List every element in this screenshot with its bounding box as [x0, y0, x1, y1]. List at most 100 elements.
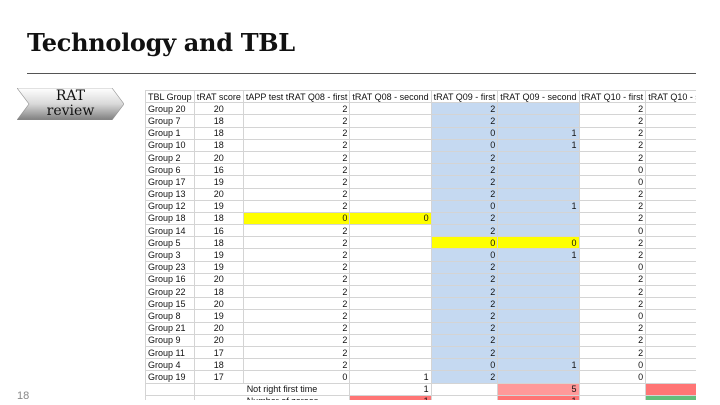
table-cell: 2	[578, 102, 647, 116]
table-cell	[349, 163, 432, 177]
table-row: Group 21 20 2 2 2	[145, 321, 696, 335]
column-header: tRAT Q10 - first	[578, 90, 647, 104]
table-cell: 2	[242, 150, 351, 165]
table-cell: 2	[242, 297, 351, 311]
table-cell: 2	[430, 163, 499, 177]
table-cell: 20	[193, 102, 244, 116]
table-row: Group 5 18 2 0 0 2	[145, 236, 696, 250]
rat-review-tag: RAT review	[17, 88, 124, 120]
table-cell: Group 15	[145, 297, 195, 311]
table-cell: 0	[578, 260, 647, 274]
table-row: Group 14162201	[145, 224, 696, 238]
table-cell: Group 14	[145, 224, 195, 238]
table-cell: 20	[193, 272, 244, 287]
table-cell: 1	[645, 309, 696, 323]
table-row: Group 2 20 2 2 2	[145, 150, 696, 165]
table-cell	[497, 370, 580, 384]
table-cell: 2	[430, 102, 499, 116]
table-cell	[497, 187, 580, 201]
table-cell	[349, 297, 432, 311]
summary-cell: 1	[349, 382, 432, 396]
summary-cell	[578, 394, 647, 400]
table-cell	[349, 236, 432, 250]
table-cell	[645, 345, 696, 360]
table-cell: 2	[242, 224, 351, 238]
table-cell: 18	[193, 358, 244, 372]
table-cell: 0	[242, 211, 351, 226]
table-cell: 2	[242, 321, 351, 335]
column-header: tRAT Q10 - second	[645, 90, 696, 104]
table-cell: Group 18	[145, 211, 195, 226]
table-cell: 19	[193, 260, 244, 274]
table-cell: 0	[578, 224, 647, 238]
table-cell: 1	[645, 358, 696, 372]
table-cell: 2	[430, 114, 499, 128]
table-row: Group 18 18 0 0 2 2	[145, 211, 696, 226]
table-row: Group 8192201	[145, 309, 696, 323]
table-cell: 0	[430, 199, 499, 213]
table-cell: Group 23	[145, 260, 195, 274]
table-cell: 16	[193, 163, 244, 177]
table-cell	[497, 272, 580, 287]
page-number: 18	[17, 390, 30, 402]
table-cell	[497, 309, 580, 323]
table-cell: 0	[578, 175, 647, 189]
table-row: Group 20 20 2 2 2	[145, 102, 696, 116]
summary-cell: 5	[497, 382, 580, 396]
table-cell	[349, 272, 432, 287]
table-cell: 2	[242, 272, 351, 287]
table-cell: 2	[430, 309, 499, 323]
table-cell: Group 3	[145, 248, 195, 262]
table-cell	[645, 114, 696, 128]
table-cell: 2	[430, 260, 499, 274]
table-cell: 2	[430, 284, 499, 299]
table-cell	[145, 394, 195, 400]
table-cell: 2	[242, 138, 351, 152]
table-cell	[645, 284, 696, 299]
table-cell: Group 11	[145, 345, 195, 360]
table-cell: 0	[578, 370, 647, 384]
table-cell	[497, 211, 580, 226]
table-cell: 19	[193, 309, 244, 323]
table-cell: 0	[430, 236, 499, 250]
table-row: Group 7 18 2 2 2	[145, 114, 696, 128]
table-cell: Group 7	[145, 114, 195, 128]
column-header: tRAT score	[193, 90, 244, 104]
table-cell	[497, 345, 580, 360]
table-cell: Group 20	[145, 102, 195, 116]
table-cell: 2	[242, 175, 351, 189]
table-cell: 1	[645, 370, 696, 384]
table-cell: 2	[242, 187, 351, 201]
table-cell: Group 9	[145, 333, 195, 347]
table-cell	[349, 333, 432, 347]
table-cell: 19	[193, 199, 244, 213]
table-row: Group 191701201	[145, 370, 696, 384]
table-cell: 17	[193, 345, 244, 360]
table-cell: 1	[645, 224, 696, 238]
table-cell: 17	[193, 370, 244, 384]
table-row: Group 3 19 2 0 1 2	[145, 248, 696, 262]
summary-cell	[430, 394, 499, 400]
table-cell	[497, 102, 580, 116]
rat-review-label: RAT review	[17, 89, 124, 119]
table-cell	[645, 211, 696, 226]
table-cell: 0	[497, 236, 580, 250]
table-cell: 18	[193, 236, 244, 250]
table-cell: Group 10	[145, 138, 195, 152]
table-cell: 0	[349, 211, 432, 226]
table-cell: 1	[645, 260, 696, 274]
column-header: tAPP test tRAT Q08 - first	[242, 90, 351, 104]
table-cell: Group 16	[145, 272, 195, 287]
table-cell: 2	[578, 138, 647, 152]
summary-cell	[578, 382, 647, 396]
table-cell: Group 1	[145, 126, 195, 140]
table-row: Group 41820101	[145, 358, 696, 372]
table-cell: 0	[578, 309, 647, 323]
table-cell: Group 12	[145, 199, 195, 213]
table-cell: 2	[578, 126, 647, 140]
table-cell: 19	[193, 248, 244, 262]
table-cell	[497, 224, 580, 238]
table-header-row: TBL Group tRAT score tAPP test tRAT Q08 - …	[145, 90, 696, 104]
summary-cell: 7	[645, 382, 696, 396]
table-cell: 19	[193, 175, 244, 189]
